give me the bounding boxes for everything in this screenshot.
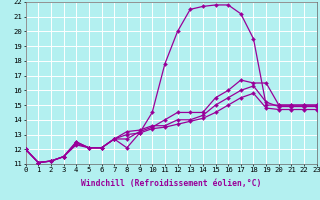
X-axis label: Windchill (Refroidissement éolien,°C): Windchill (Refroidissement éolien,°C) <box>81 179 261 188</box>
